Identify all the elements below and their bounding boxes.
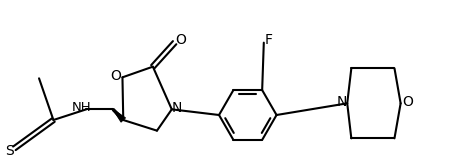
Text: O: O — [401, 95, 412, 109]
Text: S: S — [5, 144, 14, 158]
Text: NH: NH — [71, 101, 91, 114]
Text: O: O — [175, 33, 186, 47]
Text: N: N — [336, 95, 347, 109]
Text: N: N — [171, 101, 182, 115]
Text: O: O — [110, 69, 120, 83]
Text: F: F — [264, 33, 272, 47]
